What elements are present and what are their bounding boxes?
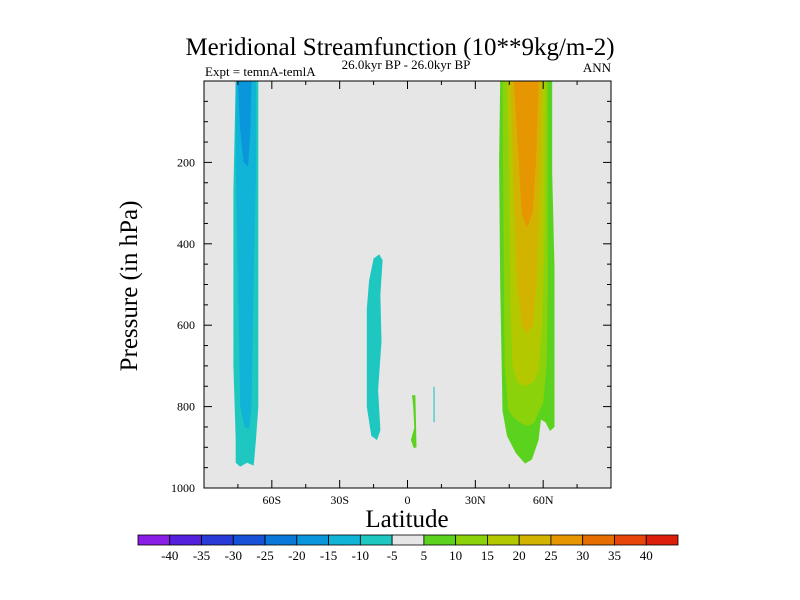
colorbar-label: 25 — [544, 548, 557, 563]
contour-region-6 — [410, 395, 417, 449]
colorbar-label: -20 — [288, 548, 305, 563]
colorbar-box — [518, 534, 552, 546]
colorbar-box — [137, 534, 171, 546]
colorbar-label: -30 — [225, 548, 242, 563]
colorbar-box — [201, 534, 234, 546]
colorbar-label: 35 — [608, 548, 621, 563]
colorbar-box — [296, 534, 329, 546]
colorbar-label: 30 — [576, 548, 589, 563]
colorbar-label: -35 — [193, 548, 210, 563]
colorbar-label: -15 — [320, 548, 337, 563]
colorbar-box — [614, 534, 647, 546]
colorbar-box — [264, 534, 298, 546]
colorbar-box — [232, 534, 266, 546]
x-tick-label: 30S — [330, 493, 349, 507]
colorbar-label: -25 — [256, 548, 273, 563]
time-range-label: 26.0kyr BP - 26.0kyr BP — [342, 57, 471, 72]
colorbar-box — [328, 534, 361, 546]
colorbar-box — [550, 534, 584, 546]
x-tick-label: 60S — [262, 493, 281, 507]
colorbar-box — [391, 534, 425, 546]
x-tick-label: 60N — [533, 493, 554, 507]
y-axis-label: Pressure (in hPa) — [116, 201, 143, 372]
colorbar-label: -40 — [161, 548, 178, 563]
colorbar-box — [455, 534, 488, 546]
y-tick-label: 800 — [177, 400, 195, 414]
colorbar-label: -10 — [352, 548, 369, 563]
y-tick-label: 1000 — [171, 481, 195, 495]
colorbar-label: -5 — [387, 548, 398, 563]
colorbar-box — [169, 534, 202, 546]
chart-title: Meridional Streamfunction (10**9kg/m-2) — [185, 34, 614, 61]
experiment-label: Expt = temnA-temlA — [205, 64, 316, 79]
colorbar-box — [487, 534, 520, 546]
contour-regions — [233, 81, 555, 467]
x-axis-label: Latitude — [365, 506, 448, 533]
contour-region-4 — [366, 254, 383, 440]
colorbar-box — [359, 534, 393, 546]
colorbar-label: 20 — [513, 548, 526, 563]
y-tick-label: 200 — [177, 155, 195, 169]
axes: 60S 30S 0 30N 60N 200 400 600 800 1000 — [171, 81, 611, 507]
x-tick-label: 30N — [465, 493, 486, 507]
x-tick-label: 0 — [405, 493, 411, 507]
contour-region-3 — [237, 81, 252, 167]
colorbar-box — [582, 534, 615, 546]
contour-region-11 — [513, 81, 539, 228]
colorbar-box — [645, 534, 679, 546]
season-label: ANN — [583, 60, 612, 75]
y-tick-label: 400 — [177, 237, 195, 251]
colorbar-label: 40 — [640, 548, 653, 563]
colorbar-label: 15 — [481, 548, 494, 563]
colorbar: -40 -35 -30 -25 -20 -15 -10 -5 5 10 15 20 25 30 35 40 — [137, 534, 679, 563]
contour-region-5 — [433, 386, 435, 423]
contour-region-2 — [235, 81, 256, 429]
y-tick-label: 600 — [177, 318, 195, 332]
colorbar-label: 10 — [449, 548, 462, 563]
colorbar-box — [423, 534, 457, 546]
colorbar-label: 5 — [421, 548, 428, 563]
